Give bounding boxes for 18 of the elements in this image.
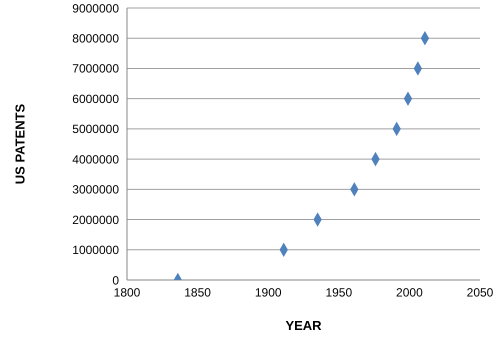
x-tick-label: 2000: [396, 286, 424, 300]
y-tick-label: 5000000: [72, 122, 120, 136]
y-tick-label: 9000000: [72, 1, 120, 16]
x-tick-label: 2050: [466, 286, 494, 300]
y-tick-label: 3000000: [72, 182, 120, 197]
x-tick-label: 1900: [254, 286, 282, 300]
x-tick-label: 1850: [184, 286, 212, 300]
y-tick-label: 1000000: [72, 243, 120, 258]
y-tick-label: 0: [112, 273, 120, 288]
y-tick-label: 2000000: [72, 212, 120, 227]
y-axis-title: US PATENTS: [12, 103, 28, 184]
y-tick-label: 8000000: [72, 31, 120, 46]
y-tick-label: 4000000: [72, 152, 120, 166]
y-tick-label: 7000000: [72, 62, 120, 76]
y-tick-label: 6000000: [72, 92, 120, 106]
x-tick-label: 1800: [114, 286, 141, 300]
x-tick-label: 1950: [325, 286, 352, 300]
x-axis-title: YEAR: [285, 318, 322, 333]
